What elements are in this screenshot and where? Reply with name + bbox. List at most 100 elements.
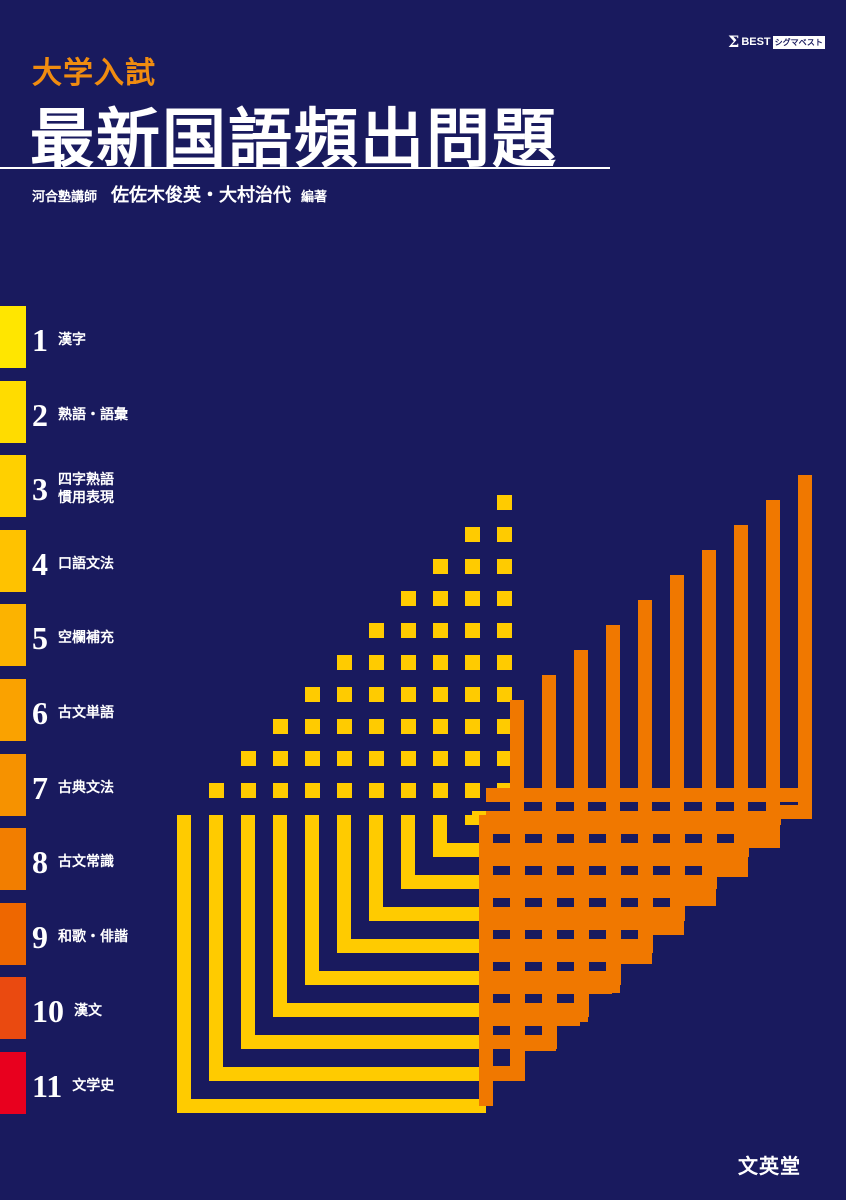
yellow-square <box>369 783 384 798</box>
chapter-color-bar <box>0 977 26 1040</box>
yellow-square <box>497 591 512 606</box>
yellow-square <box>433 719 448 734</box>
chapter-item: 11 文学史 <box>32 1070 114 1102</box>
yellow-square <box>369 719 384 734</box>
yellow-square <box>465 591 480 606</box>
chapter-number: 8 <box>32 844 48 881</box>
yellow-square <box>433 559 448 574</box>
chapter-color-bar <box>0 1052 26 1114</box>
chapter-number: 6 <box>32 695 48 731</box>
chapter-item: 7 古典文法 <box>32 772 114 804</box>
chapter-item: 8 古文常識 <box>32 846 114 878</box>
yellow-square <box>401 783 416 798</box>
yellow-stripe <box>209 815 486 1081</box>
chapter-label: 熟語・語彙 <box>58 406 128 423</box>
yellow-square <box>241 783 256 798</box>
orange-rail <box>486 948 644 962</box>
chapter-label: 和歌・俳諧 <box>58 928 128 945</box>
orange-rail <box>486 788 804 802</box>
publisher-name: 文英堂 <box>738 1154 801 1178</box>
yellow-square <box>465 751 480 766</box>
chapter-label: 空欄補充 <box>58 630 114 647</box>
yellow-square <box>465 623 480 638</box>
yellow-square <box>305 687 320 702</box>
chapter-color-bar <box>0 753 26 816</box>
sigma-icon: Σ <box>728 32 740 51</box>
chapter-item: 9 和歌・俳諧 <box>32 921 128 953</box>
book-title: 最新国語頻出問題 <box>30 103 558 177</box>
chapter-color-bar <box>0 828 26 891</box>
chapter-number: 7 <box>32 769 48 806</box>
chapter-number: 10 <box>32 993 64 1030</box>
author-line: 河合塾講師 佐佐木俊英・大村治代 編著 <box>32 181 327 207</box>
orange-rail <box>486 1012 580 1026</box>
orange-rail <box>486 852 740 866</box>
yellow-square <box>337 687 352 702</box>
orange-rail <box>486 980 612 994</box>
yellow-square <box>433 687 448 702</box>
yellow-stripe <box>369 815 486 921</box>
chapter-item: 10 漢文 <box>32 995 102 1027</box>
subtitle: 大学入試 <box>32 56 156 91</box>
chapter-color-bar <box>0 679 26 741</box>
yellow-square <box>305 719 320 734</box>
chapter-number: 9 <box>32 918 48 955</box>
yellow-square <box>337 783 352 798</box>
chapter-item: 4 口語文法 <box>32 548 114 580</box>
yellow-square <box>273 751 288 766</box>
yellow-square <box>273 783 288 798</box>
yellow-square <box>465 687 480 702</box>
yellow-square <box>465 655 480 670</box>
yellow-square <box>497 687 512 702</box>
yellow-square <box>433 591 448 606</box>
yellow-square <box>497 559 512 574</box>
yellow-square <box>465 719 480 734</box>
chapter-number: 11 <box>32 1068 63 1104</box>
chapter-number: 1 <box>32 322 48 358</box>
yellow-stripe <box>241 815 486 1049</box>
yellow-square <box>241 751 256 766</box>
chapter-color-bar <box>0 380 26 443</box>
chapter-label: 漢字 <box>58 332 86 348</box>
yellow-square <box>369 655 384 670</box>
yellow-square <box>433 655 448 670</box>
yellow-stripe <box>433 815 486 857</box>
orange-stripe <box>678 550 716 906</box>
author-affiliation: 河合塾講師 <box>32 190 98 205</box>
yellow-square <box>337 655 352 670</box>
yellow-square <box>433 751 448 766</box>
chapter-number: 3 <box>32 471 48 508</box>
chapter-label: 古文常識 <box>58 854 114 871</box>
yellow-square <box>497 719 512 734</box>
chapter-color-bar <box>0 902 26 965</box>
yellow-square <box>433 623 448 638</box>
chapter-label: 口語文法 <box>58 555 114 572</box>
orange-stripe-base <box>486 811 781 825</box>
yellow-square <box>369 623 384 638</box>
yellow-square <box>337 751 352 766</box>
yellow-square <box>401 719 416 734</box>
chapter-number: 5 <box>32 620 48 657</box>
yellow-square <box>401 591 416 606</box>
chapter-label: 四字熟語 慣用表現 <box>58 472 114 507</box>
yellow-square <box>305 783 320 798</box>
yellow-square <box>433 783 448 798</box>
yellow-square <box>401 655 416 670</box>
yellow-square <box>401 687 416 702</box>
yellow-square <box>497 527 512 542</box>
yellow-stripe <box>305 815 486 985</box>
yellow-square <box>305 751 320 766</box>
orange-rail <box>486 820 772 834</box>
chapter-color-bar <box>0 529 26 592</box>
yellow-square <box>497 751 512 766</box>
chapter-color-bar <box>0 306 26 368</box>
chapter-item: 6 古文単語 <box>32 697 114 729</box>
yellow-square <box>497 623 512 638</box>
chapter-color-bar <box>0 604 26 667</box>
yellow-square <box>465 527 480 542</box>
yellow-stripe <box>177 815 486 1113</box>
chapter-item: 2 熟語・語彙 <box>32 399 128 431</box>
chapter-label: 漢文 <box>74 1003 102 1020</box>
yellow-stripe <box>401 815 486 889</box>
orange-rail <box>486 884 708 898</box>
